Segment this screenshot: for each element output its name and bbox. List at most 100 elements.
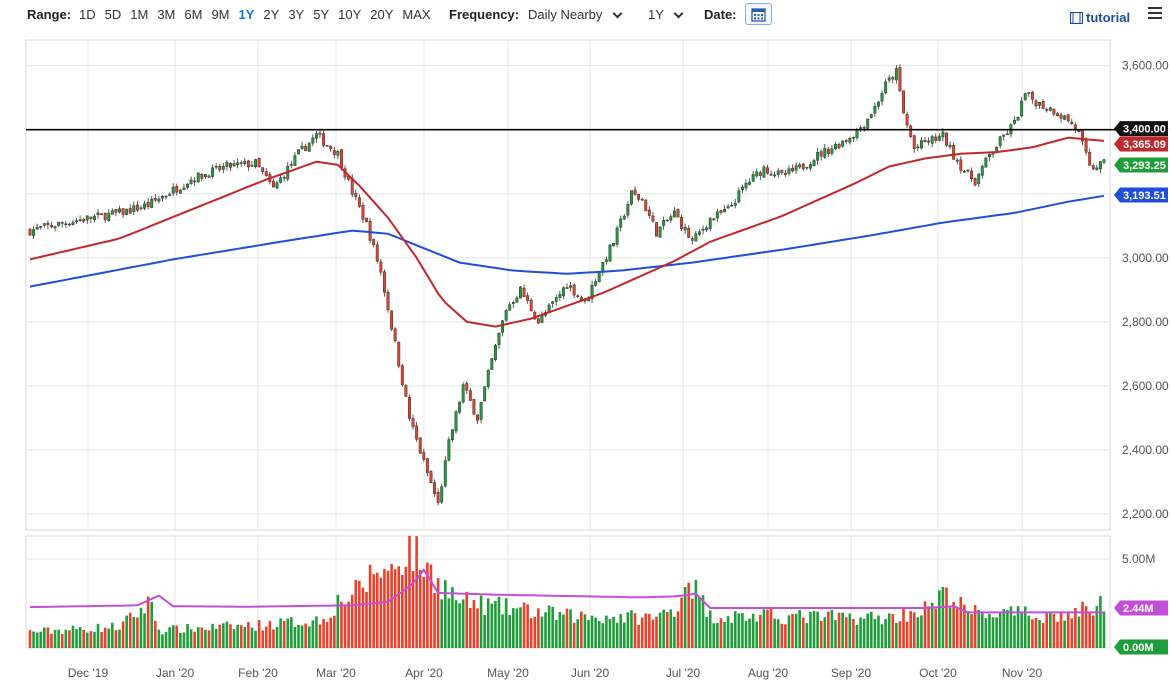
candle-body bbox=[508, 304, 512, 311]
volume-bar bbox=[608, 618, 612, 648]
volume-bar bbox=[576, 619, 580, 648]
range-button-1y[interactable]: 1Y bbox=[238, 7, 255, 22]
volume-bar bbox=[594, 617, 597, 648]
candle-body bbox=[962, 171, 966, 173]
candle-body bbox=[100, 213, 104, 215]
volume-bar bbox=[526, 604, 529, 648]
volume-bar bbox=[580, 611, 583, 648]
candle-body bbox=[1091, 165, 1095, 170]
candle-body bbox=[844, 140, 848, 142]
candle-body bbox=[934, 136, 938, 141]
range-button-3m[interactable]: 3M bbox=[157, 7, 176, 22]
candle-body bbox=[107, 212, 111, 221]
volume-bar bbox=[411, 570, 415, 648]
candle-body bbox=[1020, 100, 1024, 117]
volume-bar bbox=[350, 594, 354, 648]
range-button-5d[interactable]: 5D bbox=[104, 7, 122, 22]
volume-bar bbox=[841, 612, 844, 648]
candle-body bbox=[297, 149, 300, 155]
menu-icon[interactable] bbox=[1148, 7, 1162, 19]
range-button-max[interactable]: MAX bbox=[402, 7, 431, 22]
period-select[interactable]: 1Y bbox=[648, 7, 664, 22]
range-button-1m[interactable]: 1M bbox=[130, 7, 149, 22]
volume-bar bbox=[157, 629, 161, 648]
tutorial-label: tutorial bbox=[1086, 10, 1131, 25]
volume-bar bbox=[723, 621, 726, 648]
candle-body bbox=[590, 284, 594, 300]
volume-bar bbox=[28, 630, 32, 648]
range-button-20y[interactable]: 20Y bbox=[370, 7, 394, 22]
candle-body bbox=[930, 136, 934, 144]
candle-body bbox=[1005, 133, 1009, 136]
candle-body bbox=[973, 178, 977, 186]
volume-bar bbox=[823, 617, 827, 648]
volume-bar bbox=[386, 570, 390, 648]
calendar-button[interactable] bbox=[745, 3, 772, 25]
date-axis-ticks: Dec '19 Jan '20 Feb '20 Mar '20 Apr '20 May '… bbox=[68, 666, 1043, 680]
candle-body bbox=[261, 167, 265, 173]
range-button-3y[interactable]: 3Y bbox=[288, 7, 305, 22]
range-button-1d[interactable]: 1D bbox=[79, 7, 96, 22]
range-button-5y[interactable]: 5Y bbox=[313, 7, 330, 22]
candle-body bbox=[404, 385, 408, 397]
candle-body bbox=[640, 199, 644, 201]
candle-body bbox=[1041, 100, 1045, 109]
calendar-icon bbox=[751, 7, 766, 22]
candle-body bbox=[733, 202, 737, 206]
volume-bar bbox=[329, 617, 333, 648]
candle-body bbox=[422, 451, 426, 460]
tutorial-link[interactable]: tutorial bbox=[1070, 10, 1130, 25]
candle-body bbox=[257, 158, 261, 167]
volume-bar bbox=[100, 632, 103, 648]
candle-body bbox=[375, 244, 379, 262]
candle-body bbox=[60, 222, 64, 224]
range-button-2y[interactable]: 2Y bbox=[263, 7, 280, 22]
candle-body bbox=[526, 295, 530, 301]
volume-bar bbox=[254, 630, 257, 648]
range-button-10y[interactable]: 10Y bbox=[338, 7, 362, 22]
volume-bar bbox=[161, 634, 164, 648]
volume-bar bbox=[397, 566, 401, 648]
volume-bar bbox=[680, 597, 683, 648]
range-button-6m[interactable]: 6M bbox=[184, 7, 203, 22]
candle-body bbox=[28, 228, 32, 236]
volume-bar bbox=[1038, 619, 1041, 648]
volume-bar bbox=[154, 621, 157, 648]
candle-body bbox=[1013, 119, 1016, 124]
volume-bar bbox=[103, 627, 107, 648]
volume-bar bbox=[683, 586, 687, 648]
volume-bar bbox=[264, 626, 268, 648]
frequency-select[interactable]: Daily Nearby bbox=[528, 7, 603, 22]
candle-body bbox=[501, 320, 505, 333]
candle-body bbox=[125, 208, 129, 215]
candle-body bbox=[289, 164, 293, 166]
volume-bar bbox=[587, 619, 590, 648]
volume-bar bbox=[766, 609, 769, 648]
candle-body bbox=[569, 285, 573, 288]
candle-body bbox=[680, 217, 684, 229]
resistance-badge: 3,400.00 bbox=[1114, 121, 1168, 137]
volume-bar bbox=[565, 608, 569, 648]
candle-body bbox=[970, 170, 973, 179]
volume-bar bbox=[902, 608, 905, 648]
candle-body bbox=[75, 220, 78, 222]
volume-bar bbox=[941, 587, 945, 648]
volume-bar bbox=[229, 624, 232, 648]
candle-body bbox=[246, 160, 250, 168]
candle-body bbox=[619, 218, 623, 228]
last-price-badge: 3,293.25 bbox=[1114, 157, 1168, 173]
volume-bar bbox=[569, 609, 572, 648]
volume-bar bbox=[1102, 611, 1106, 648]
volume-tick-label: 5.00M bbox=[1122, 552, 1155, 566]
volume-bar bbox=[798, 610, 801, 648]
volume-bar bbox=[247, 622, 250, 648]
candle-body bbox=[479, 402, 483, 420]
volume-bar bbox=[429, 564, 433, 648]
volume-bar bbox=[128, 612, 132, 648]
volume-bar bbox=[726, 616, 730, 648]
range-button-9m[interactable]: 9M bbox=[211, 7, 230, 22]
candle-body bbox=[766, 167, 769, 174]
candle-body bbox=[497, 332, 501, 346]
frequency-label: Frequency: bbox=[449, 7, 520, 22]
